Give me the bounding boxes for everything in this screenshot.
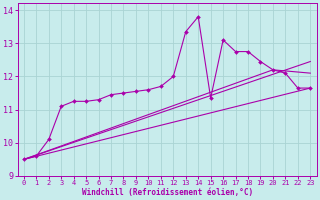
- X-axis label: Windchill (Refroidissement éolien,°C): Windchill (Refroidissement éolien,°C): [82, 188, 253, 197]
